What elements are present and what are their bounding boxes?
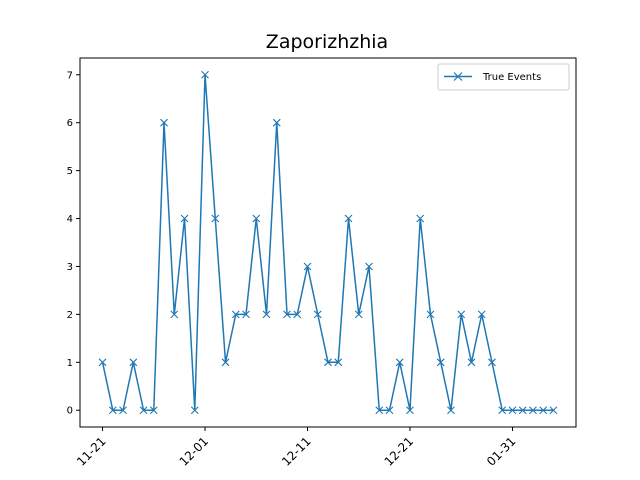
- data-point-marker: [293, 310, 302, 319]
- y-tick-label: 4: [67, 214, 73, 225]
- data-point-marker: [354, 310, 363, 319]
- data-point-marker: [426, 310, 435, 319]
- data-point-marker: [549, 406, 558, 415]
- x-tick-label: 12-21: [382, 434, 417, 469]
- y-tick-label: 7: [67, 70, 73, 81]
- data-point-marker: [539, 406, 548, 415]
- y-tick-label: 1: [67, 358, 73, 369]
- data-point-marker: [375, 406, 384, 415]
- x-tick-label: 01-31: [484, 434, 519, 469]
- legend-box: [437, 63, 570, 91]
- data-point-marker: [344, 214, 353, 223]
- data-point-marker: [467, 358, 476, 367]
- data-point-marker: [385, 406, 394, 415]
- series-layer: [98, 70, 558, 415]
- y-tick-label: 2: [67, 310, 73, 321]
- data-point-marker: [334, 358, 343, 367]
- data-point-marker: [508, 406, 517, 415]
- data-point-marker: [303, 262, 312, 271]
- data-point-marker: [447, 406, 455, 415]
- data-point-marker: [272, 118, 281, 127]
- x-tick-label: 12-01: [177, 434, 212, 469]
- y-tick-label: 6: [67, 118, 73, 129]
- data-point-marker: [201, 70, 209, 79]
- data-point-marker: [498, 406, 507, 415]
- data-point-marker: [436, 358, 445, 367]
- data-point-marker: [221, 358, 230, 367]
- data-point-marker: [119, 406, 127, 415]
- legend-marker: [453, 72, 463, 81]
- data-point-marker: [98, 358, 107, 367]
- data-point-marker: [395, 358, 404, 367]
- x-axis: 11-21 12-01 12-11 12-21 01-31: [74, 427, 519, 469]
- data-point-marker: [242, 310, 250, 319]
- data-point-marker: [139, 406, 148, 415]
- data-point-marker: [283, 310, 291, 319]
- data-point-marker: [180, 214, 189, 223]
- data-point-marker: [129, 358, 138, 367]
- data-point-marker: [477, 310, 486, 319]
- plot-frame: [79, 57, 577, 428]
- data-point-marker: [416, 214, 425, 223]
- data-point-marker: [365, 262, 373, 271]
- data-point-marker: [170, 310, 179, 319]
- data-point-marker: [488, 358, 496, 367]
- data-point-marker: [108, 406, 117, 415]
- x-tick-label: 11-21: [74, 434, 109, 469]
- data-point-marker: [406, 406, 414, 415]
- data-point-marker: [231, 310, 240, 319]
- chart-title: Zaporizhzhia: [266, 31, 388, 53]
- legend-label: True Events: [482, 72, 541, 83]
- data-point-marker: [252, 214, 261, 223]
- data-point-marker: [160, 118, 168, 127]
- data-point-marker: [313, 310, 322, 319]
- series-line: [101, 74, 554, 411]
- data-point-marker: [457, 310, 466, 319]
- data-point-marker: [262, 310, 271, 319]
- y-tick-label: 0: [67, 406, 73, 417]
- data-point-marker: [211, 214, 220, 223]
- x-tick-label: 12-11: [279, 434, 314, 469]
- data-point-marker: [518, 406, 527, 415]
- y-tick-label: 3: [67, 262, 73, 273]
- legend: True Events: [437, 63, 570, 91]
- y-tick-label: 5: [67, 166, 73, 177]
- data-point-marker: [529, 406, 537, 415]
- y-axis: 0 1 2 3 4 5 6 7: [67, 70, 80, 417]
- data-point-marker: [190, 406, 199, 415]
- data-point-marker: [149, 406, 158, 415]
- data-point-marker: [324, 358, 332, 367]
